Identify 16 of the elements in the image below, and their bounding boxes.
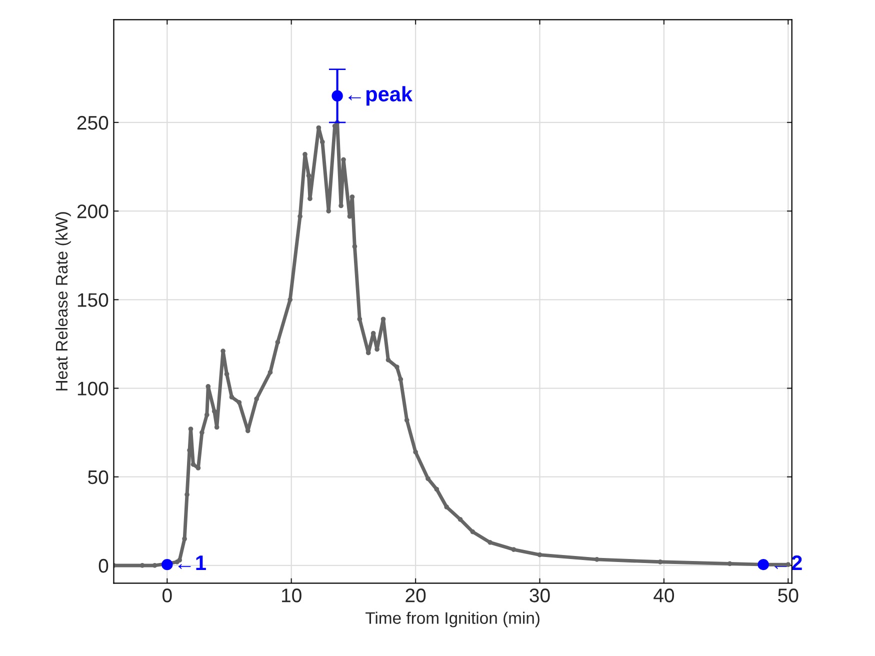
y-tick-label: 150 — [78, 293, 108, 307]
y-tick-label: 100 — [78, 382, 108, 396]
x-tick-label: 50 — [778, 588, 798, 602]
y-tick-label: 0 — [98, 558, 108, 573]
x-tick-label: 0 — [162, 588, 172, 602]
annotation: ←peak — [348, 86, 413, 106]
x-tick-label: 40 — [654, 588, 674, 602]
x-tick-label: 10 — [282, 588, 302, 602]
annotation: ←1 — [178, 556, 206, 570]
x-tick-label: 30 — [530, 588, 550, 602]
y-tick-label: 50 — [88, 470, 108, 484]
x-axis-title: Time from Ignition (min) — [366, 612, 540, 628]
y-tick-label: 250 — [77, 116, 108, 130]
y-axis-title: Heat Release Rate (kW) — [55, 212, 71, 390]
y-tick-label: 200 — [77, 204, 108, 218]
x-tick-label: 20 — [406, 588, 426, 602]
